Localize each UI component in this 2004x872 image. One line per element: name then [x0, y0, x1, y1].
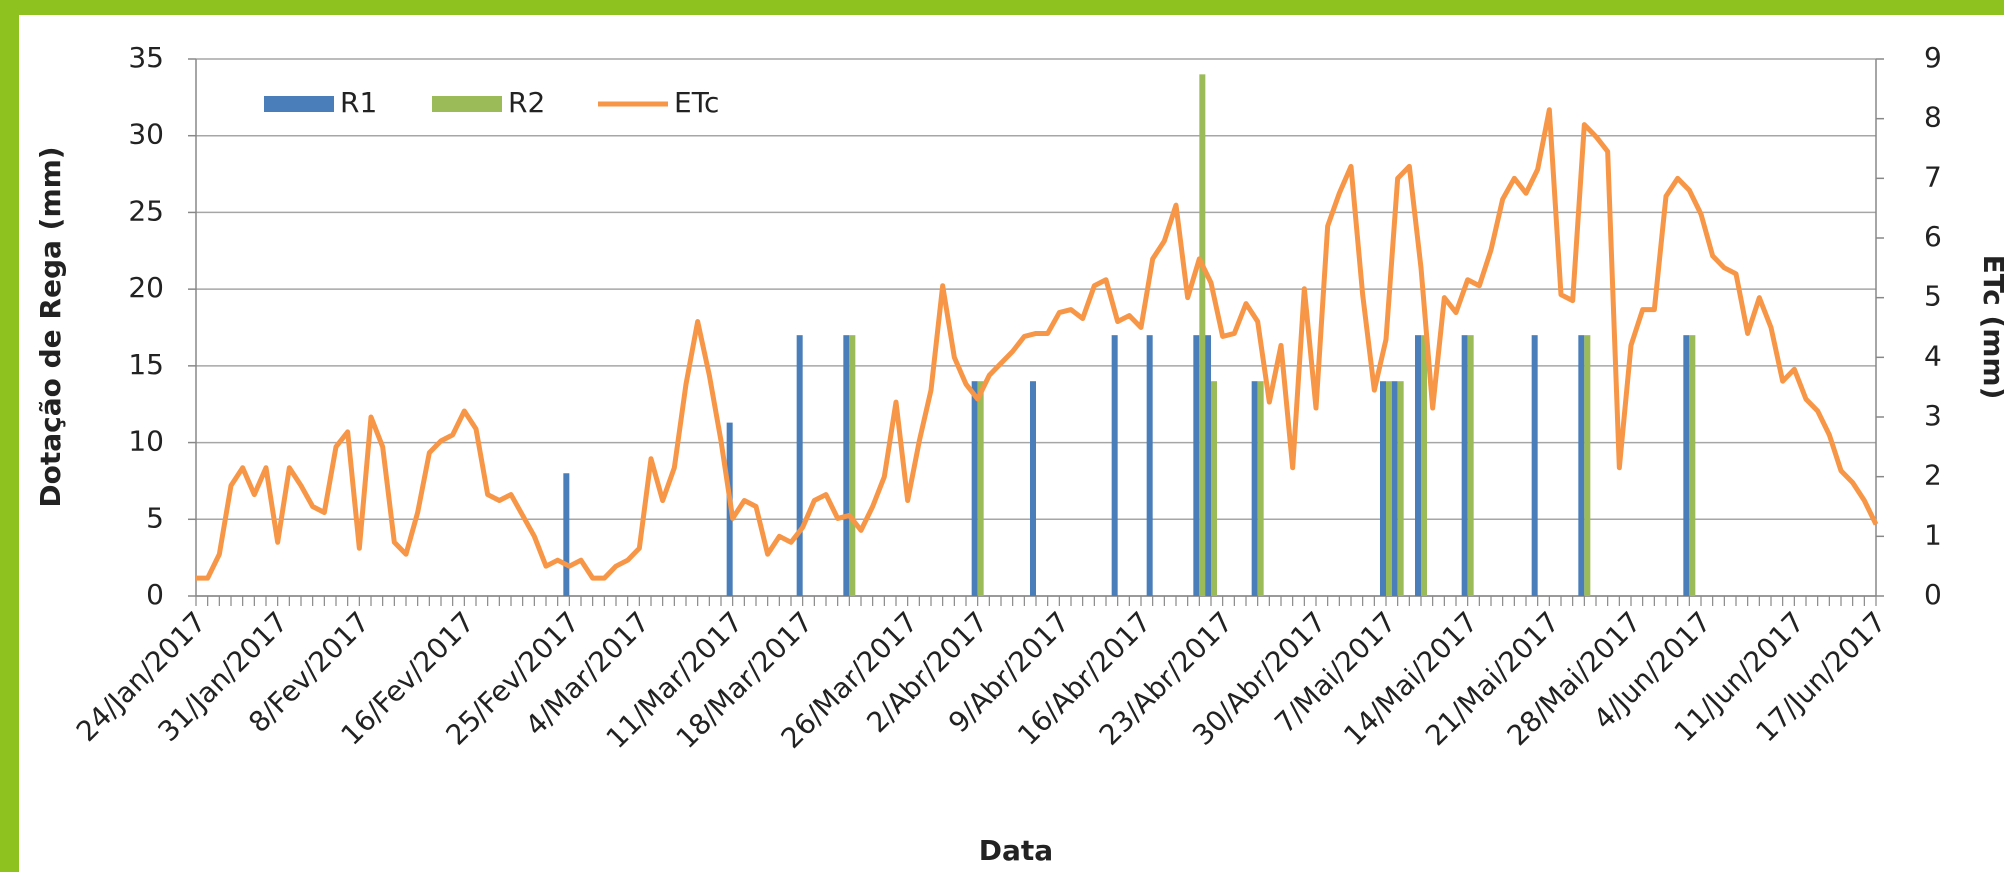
y2-tick-label: 4 — [1924, 339, 1942, 372]
bar — [1111, 335, 1118, 596]
y-tick-label: 10 — [128, 425, 164, 458]
y2-tick-label: 9 — [1924, 41, 1942, 74]
bar — [1467, 335, 1474, 596]
y2-tick-label: 1 — [1924, 518, 1942, 551]
bar — [971, 381, 978, 596]
bar — [1391, 381, 1398, 596]
line — [196, 107, 1879, 581]
bar — [1578, 335, 1585, 596]
chart-area — [19, 15, 2004, 872]
bar — [849, 335, 856, 596]
y2-tick-label: 6 — [1924, 220, 1942, 253]
y-tick-label: 30 — [128, 118, 164, 151]
bar — [1683, 335, 1690, 596]
y-tick-label: 25 — [128, 194, 164, 227]
y2-tick-label: 2 — [1924, 459, 1942, 492]
y2-tick-label: 3 — [1924, 399, 1942, 432]
y-axis-title: Dotação de Rega (mm) — [34, 146, 67, 507]
bar — [1199, 74, 1206, 597]
legend-swatch — [264, 96, 334, 112]
bar — [1380, 381, 1386, 596]
bar — [1251, 381, 1258, 596]
y-tick-label: 0 — [146, 578, 164, 611]
legend-label: ETc — [674, 86, 719, 119]
bar — [1421, 335, 1427, 596]
x-axis-title: Data — [979, 834, 1053, 867]
y2-tick-label: 7 — [1924, 160, 1942, 193]
bar — [1193, 335, 1200, 596]
legend-label: R1 — [340, 86, 377, 119]
bar — [843, 335, 850, 596]
bar — [1531, 335, 1538, 596]
y-tick-label: 15 — [128, 348, 164, 381]
bar — [1205, 335, 1211, 596]
bar — [1689, 335, 1696, 596]
legend-swatch — [432, 96, 502, 112]
y2-tick-label: 5 — [1924, 280, 1942, 313]
bar — [563, 473, 570, 596]
bar — [1415, 335, 1421, 596]
bar — [977, 381, 984, 596]
legend-label: R2 — [508, 86, 545, 119]
bar — [1461, 335, 1468, 596]
y-tick-label: 5 — [146, 501, 164, 534]
y2-tick-label: 8 — [1924, 101, 1942, 134]
y2-axis-title: ETc (mm) — [1977, 255, 2004, 400]
bar — [1584, 335, 1591, 596]
bar — [1146, 335, 1153, 596]
bar — [1386, 381, 1392, 596]
y2-tick-label: 0 — [1924, 578, 1942, 611]
y-tick-label: 20 — [128, 271, 164, 304]
bar — [1211, 381, 1217, 596]
bar — [1397, 381, 1404, 596]
bar — [1030, 381, 1036, 596]
bar — [796, 335, 803, 596]
y-tick-label: 35 — [128, 41, 164, 74]
bar — [1257, 381, 1264, 596]
